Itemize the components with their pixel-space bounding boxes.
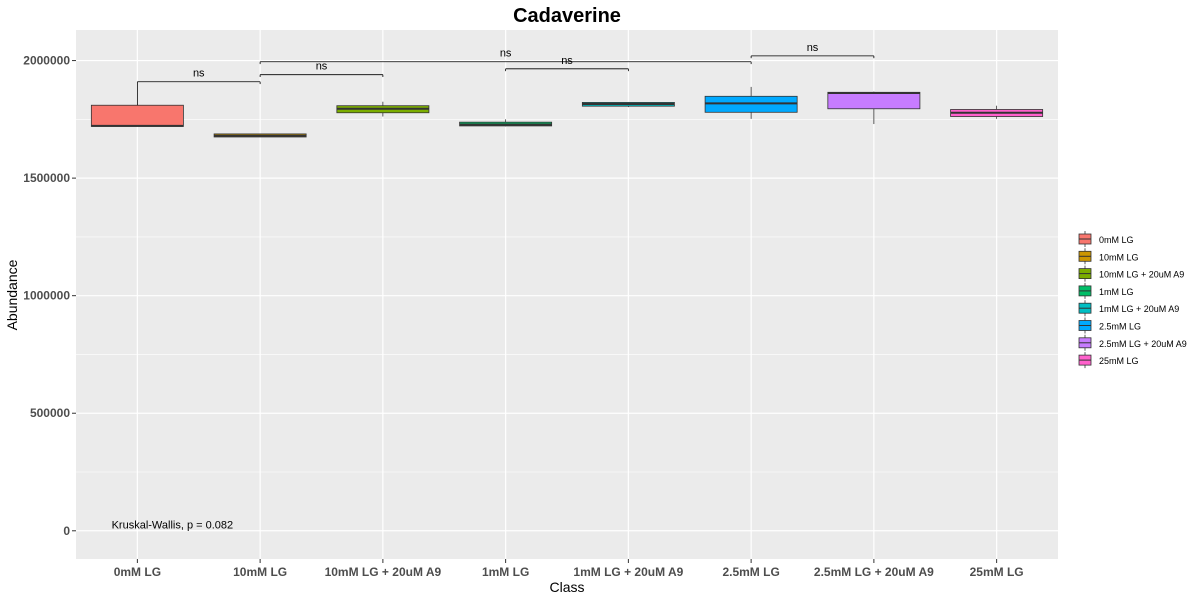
legend-label: 10mM LG + 20uM A9	[1099, 270, 1184, 280]
significance-label: ns	[807, 42, 819, 54]
x-tick-label: 0mM LG	[114, 565, 161, 579]
comparison-bracket: ns	[259, 61, 384, 78]
legend-label: 2.5mM LG + 20uM A9	[1099, 339, 1187, 349]
legend-item: 10mM LG + 20uM A9	[1078, 265, 1184, 282]
y-axis: 0 500000 1000000 1500000 2000000	[23, 54, 76, 538]
box-5	[704, 86, 798, 119]
significance-label: ns	[316, 61, 328, 73]
legend-label: 1mM LG + 20uM A9	[1099, 304, 1179, 314]
box-series	[90, 86, 1044, 138]
x-tick-label: 1mM LG + 20uM A9	[573, 565, 683, 579]
box-2	[336, 101, 430, 117]
x-tick-label: 2.5mM LG + 20uM A9	[814, 565, 934, 579]
significance-label: ns	[561, 55, 573, 67]
y-tick-label: 1000000	[23, 289, 70, 303]
y-tick-label: 2000000	[23, 54, 70, 68]
legend-item: 0mM LG	[1078, 231, 1134, 247]
x-axis-title: Class	[549, 579, 584, 595]
box-6	[827, 91, 921, 125]
chart-title: Cadaverine	[513, 5, 621, 27]
legend-item: 1mM LG	[1078, 282, 1134, 299]
legend-label: 2.5mM LG	[1099, 322, 1141, 332]
comparison-bracket: ns	[750, 42, 875, 59]
x-tick-label: 10mM LG	[233, 565, 287, 579]
y-axis-title: Abundance	[4, 259, 20, 330]
legend-label: 0mM LG	[1099, 235, 1134, 245]
y-tick-label: 0	[63, 524, 70, 538]
box-1	[213, 133, 307, 138]
kruskal-wallis-annotation: Kruskal-Wallis, p = 0.082	[112, 519, 234, 531]
legend-item: 10mM LG	[1078, 248, 1139, 265]
legend-label: 25mM LG	[1099, 356, 1139, 366]
grid-lines	[76, 30, 1058, 559]
box-body	[827, 91, 921, 110]
significance-label: ns	[500, 48, 512, 60]
x-tick-label: 25mM LG	[970, 565, 1024, 579]
comparison-bracket: ns	[259, 48, 752, 65]
box-4	[581, 101, 675, 108]
y-tick-label: 1500000	[23, 171, 70, 185]
box-7	[950, 105, 1044, 119]
legend-item: 25mM LG	[1078, 352, 1139, 369]
legend: 0mM LG 10mM LG 10mM LG + 20uM A9 1mM LG 1mM …	[1078, 231, 1187, 369]
legend-item: 2.5mM LG	[1078, 317, 1141, 334]
comparison-bracket: ns	[136, 68, 261, 106]
box-3	[459, 119, 553, 127]
x-tick-label: 2.5mM LG	[722, 565, 779, 579]
comparison-bracket: ns	[505, 55, 629, 72]
legend-label: 10mM LG	[1099, 252, 1139, 262]
x-axis: 0mM LG 10mM LG 10mM LG + 20uM A9 1mM LG 1mM …	[114, 559, 1024, 579]
legend-item: 2.5mM LG + 20uM A9	[1078, 334, 1187, 351]
x-tick-label: 1mM LG	[482, 565, 529, 579]
legend-item: 1mM LG + 20uM A9	[1078, 300, 1179, 317]
significance-label: ns	[193, 68, 205, 80]
legend-label: 1mM LG	[1099, 287, 1134, 297]
box-0	[90, 104, 184, 127]
y-tick-label: 500000	[30, 406, 70, 420]
x-tick-label: 10mM LG + 20uM A9	[325, 565, 442, 579]
comparison-brackets: ns ns ns ns ns	[136, 42, 875, 106]
box-body	[90, 104, 184, 127]
plot-panel	[76, 30, 1058, 559]
